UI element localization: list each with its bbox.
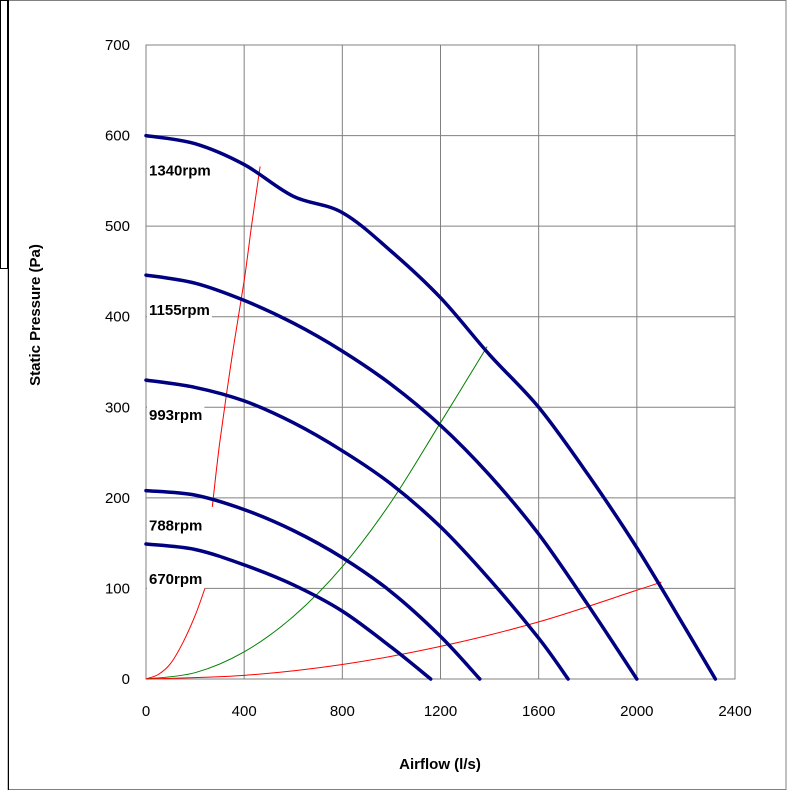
- curve-label: 788rpm: [149, 518, 202, 535]
- x-tick-label: 0: [142, 703, 150, 720]
- y-tick-label: 300: [105, 399, 130, 416]
- curve-label-backing: [147, 514, 205, 536]
- y-tick-label: 700: [105, 37, 130, 54]
- fan-curve-670rpm: [144, 542, 433, 681]
- fan-curve-1155rpm: [144, 273, 639, 681]
- x-tick-label: 1600: [522, 703, 555, 720]
- system-curve-red: [211, 166, 261, 507]
- curve-labels: 1340rpm 1155rpm 993rpm 788rpm 670rpm: [147, 159, 213, 590]
- y-tick-label: 500: [105, 218, 130, 235]
- y-tick-label: 400: [105, 309, 130, 326]
- x-tick-labels: 0 400 800 1200 1600 2000 2400: [142, 703, 752, 720]
- curve-label: 1340rpm: [149, 163, 211, 180]
- side-inset-box: [0, 0, 8, 269]
- system-curves: [145, 166, 662, 680]
- y-axis-title: Static Pressure (Pa): [27, 244, 44, 386]
- curve-label-backing: [147, 159, 213, 181]
- y-tick-label: 600: [105, 128, 130, 145]
- curve-label-backing: [147, 568, 205, 590]
- x-tick-label: 400: [232, 703, 257, 720]
- x-tick-label: 800: [330, 703, 355, 720]
- fan-curve-993rpm: [144, 378, 570, 681]
- curve-label-backing: [147, 404, 205, 426]
- fan-curve-1340rpm: [144, 133, 718, 681]
- y-tick-label: 100: [105, 580, 130, 597]
- y-tick-labels: 0 100 200 300 400 500 600 700: [105, 37, 130, 688]
- system-curve-green: [145, 346, 488, 680]
- curve-label-backing: [147, 299, 212, 321]
- system-curve-red: [145, 581, 662, 680]
- x-tick-label: 2400: [718, 703, 751, 720]
- curve-label: 993rpm: [149, 407, 202, 424]
- fan-curves: [144, 133, 718, 681]
- curve-label: 670rpm: [149, 571, 202, 588]
- x-tick-label: 2000: [620, 703, 653, 720]
- system-curve-red: [145, 588, 206, 680]
- x-axis-title: Airflow (l/s): [399, 756, 481, 773]
- y-tick-label: 0: [122, 671, 130, 688]
- x-tick-label: 1200: [424, 703, 457, 720]
- curve-label: 1155rpm: [149, 302, 210, 319]
- y-tick-label: 200: [105, 490, 130, 507]
- fan-curve-788rpm: [144, 488, 482, 681]
